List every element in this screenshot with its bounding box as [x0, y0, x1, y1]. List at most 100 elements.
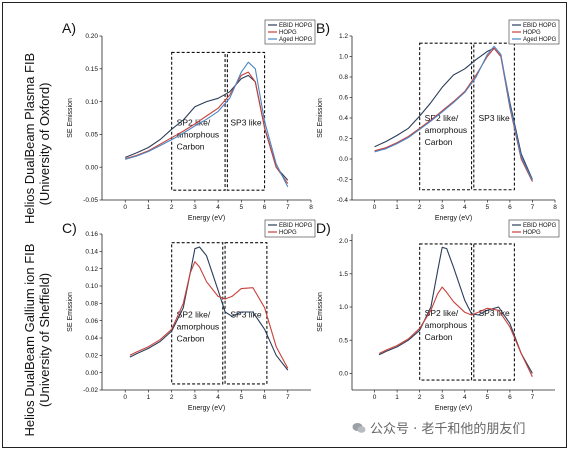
- legend-entry: HOPG: [523, 230, 541, 236]
- x-tick-label: 3: [440, 204, 444, 211]
- sp2-region-label: amorphous: [177, 129, 220, 139]
- x-tick-label: 7: [531, 204, 535, 211]
- sp3-region-box: [473, 243, 515, 381]
- x-tick-label: 6: [263, 394, 267, 401]
- legend-entry: HOPG: [523, 30, 541, 36]
- x-tick-label: 2: [418, 204, 422, 211]
- y-tick-label: -0.05: [83, 197, 98, 204]
- x-axis-label: Energy (eV): [435, 405, 472, 412]
- panel-a-label: A): [62, 20, 76, 36]
- y-tick-label: 2.0: [339, 238, 348, 245]
- sp2-region-label: Carbon: [177, 141, 205, 151]
- sp2-region-box: [171, 51, 226, 191]
- x-tick-label: 6: [263, 204, 267, 211]
- panel-d: D) 0.0 0.5 1.0 1.5 2.0 0 1 2 3 4 5 6 7 Energy (eV) SE E…: [312, 218, 567, 418]
- panel-c-chart: C) -0.02 0.00 0.02 0.04 0.06 0.08 0.10 0.12 0.14 0…: [62, 219, 316, 412]
- x-tick-label: 6: [508, 204, 512, 211]
- watermark: 公众号 · 老千和他的朋友们: [352, 418, 525, 437]
- panel-b-chart: B) -0.4 -0.2 0.0 0.2 0.4 0.6 0.8 1.0 1.2 0 1 2 3 4 5 6 7 8…: [316, 19, 560, 222]
- series-line-aged-hopg: [125, 61, 289, 188]
- y-axis-label: SE Emission: [317, 98, 324, 138]
- x-tick-label: 2: [170, 394, 174, 401]
- x-tick-label: 4: [463, 394, 467, 401]
- series-line-ebid-hopg: [124, 74, 289, 181]
- x-tick-label: 2: [170, 204, 174, 211]
- y-tick-label: 0.12: [85, 266, 98, 273]
- x-tick-label: 5: [240, 204, 244, 211]
- watermark-text: 公众号 · 老千和他的朋友们: [370, 422, 526, 437]
- x-tick-label: 3: [193, 394, 197, 401]
- legend-entry: Aged HOPG: [523, 37, 557, 43]
- x-tick-label: 8: [309, 204, 313, 211]
- sp3-region-label: SP3 like: [479, 308, 510, 318]
- x-tick-label: 4: [216, 394, 220, 401]
- y-tick-label: 1.5: [339, 271, 348, 278]
- legend-entry: Aged HOPG: [279, 37, 313, 43]
- panel-c-label: C): [62, 220, 77, 236]
- y-tick-label: 0.6: [339, 95, 348, 102]
- legend-box: [508, 219, 560, 238]
- sp2-region-label: SP2 like/: [425, 113, 459, 123]
- sp2-region-label: SP2 like/: [425, 308, 459, 318]
- panel-a: A) -0.05 0.00 0.05 0.10 0.15 0.20 0 1 2 3 4 5 6 7 8 Ener…: [58, 18, 323, 228]
- legend-entry: EBID HOPG: [523, 223, 557, 229]
- legend-entry: EBID HOPG: [279, 223, 313, 229]
- sp2-region-box: [171, 242, 224, 385]
- sp3-region-label: SP3 like: [479, 113, 510, 123]
- y-tick-label: 0.00: [85, 164, 98, 171]
- row-label-bottom-line1: Helios DualBeam Gallium ion FIB: [22, 243, 37, 437]
- sp2-region-label: SP2 like/: [177, 117, 211, 127]
- x-tick-label: 4: [463, 204, 467, 211]
- figure-frame: [2, 2, 567, 448]
- x-tick-label: 0: [373, 394, 377, 401]
- x-tick-label: 1: [147, 394, 151, 401]
- x-tick-label: 6: [508, 394, 512, 401]
- sp3-region-box: [473, 42, 515, 191]
- y-tick-label: 0.10: [85, 99, 98, 106]
- y-tick-label: -0.02: [83, 387, 98, 394]
- y-tick-label: 0.06: [85, 318, 98, 325]
- y-tick-label: 1.0: [339, 304, 348, 311]
- sp2-region-box: [419, 42, 473, 191]
- legend-box: [264, 219, 316, 238]
- sp2-region-label: SP2 like/: [177, 310, 211, 320]
- y-axis-label: SE Emission: [67, 292, 74, 332]
- y-axis-label: SE Emission: [67, 98, 74, 138]
- row-label-bottom-line2: (University of Sheffield): [37, 272, 52, 408]
- x-tick-label: 7: [286, 204, 290, 211]
- x-axis-label: Energy (eV): [188, 405, 225, 412]
- sp2-region-box: [419, 243, 473, 381]
- y-tick-label: 1.0: [339, 54, 348, 61]
- x-tick-label: 7: [531, 394, 535, 401]
- y-tick-label: 0.02: [85, 353, 98, 360]
- y-tick-label: 1.2: [339, 33, 348, 40]
- legend-entry: HOPG: [279, 30, 297, 36]
- sp2-region-label: amorphous: [177, 322, 220, 332]
- x-tick-label: 7: [286, 394, 290, 401]
- y-tick-label: 0.14: [85, 249, 98, 256]
- x-axis-label: Energy (eV): [435, 215, 472, 222]
- sp2-region-label: Carbon: [425, 137, 453, 147]
- sp2-region-label: Carbon: [177, 334, 205, 344]
- series-line-hopg: [125, 71, 289, 184]
- x-tick-label: 1: [147, 204, 151, 211]
- series-line-ebid-hopg: [378, 246, 533, 374]
- x-tick-label: 0: [123, 204, 127, 211]
- y-axis-label: SE Emission: [317, 292, 324, 332]
- x-tick-label: 1: [395, 204, 399, 211]
- row-label-top: Helios DualBeam Plasma FIB (University o…: [22, 53, 62, 224]
- y-tick-label: 0.00: [85, 370, 98, 377]
- y-tick-label: 0.08: [85, 301, 98, 308]
- panel-d-label: D): [316, 220, 331, 236]
- series-line-hopg: [378, 286, 533, 377]
- y-tick-label: 0.4: [339, 115, 348, 122]
- x-tick-label: 8: [553, 204, 557, 211]
- x-tick-label: 2: [418, 394, 422, 401]
- y-tick-label: 0.16: [85, 231, 98, 238]
- panel-c: C) -0.02 0.00 0.02 0.04 0.06 0.08 0.10 0.12 0.14 0…: [58, 218, 323, 418]
- sp3-region-label: SP3 like: [230, 117, 261, 127]
- series-line-aged-hopg: [374, 45, 533, 181]
- y-tick-label: 0.0: [339, 371, 348, 378]
- series-line-ebid-hopg: [129, 246, 289, 371]
- x-tick-label: 3: [193, 204, 197, 211]
